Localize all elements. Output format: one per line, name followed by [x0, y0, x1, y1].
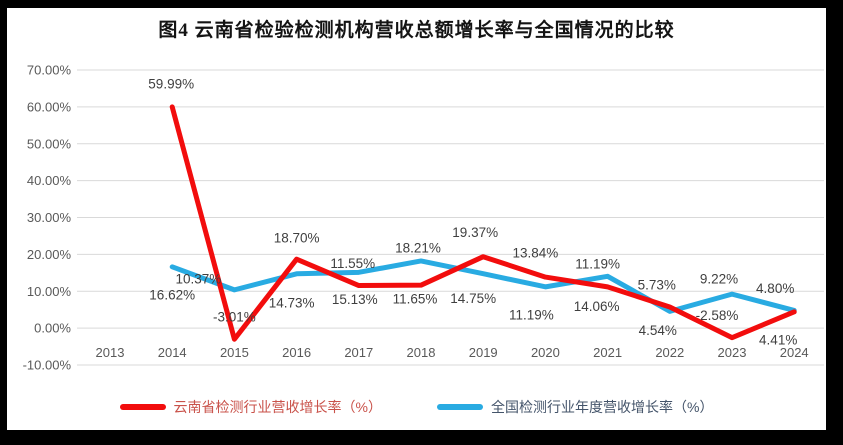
y-axis-tick-label: -10.00% [23, 358, 72, 373]
data-label-yunnan: 5.73% [638, 277, 676, 292]
y-axis-tick-label: 40.00% [27, 173, 72, 188]
data-label-national: 14.75% [450, 291, 496, 306]
series-line-yunnan [169, 104, 797, 342]
legend-label-yunnan: 云南省检测行业营收增长率（%） [173, 399, 382, 415]
y-axis-tick-label: 10.00% [27, 284, 72, 299]
chart-canvas: 图4 云南省检验检测机构营收总额增长率与全国情况的比较 70.00% 60.00%… [7, 8, 826, 430]
y-axis-tick-label: 60.00% [27, 99, 72, 114]
legend-item-national: 全国检测行业年度营收增长率（%） [437, 397, 713, 417]
data-label-national: 18.21% [395, 240, 441, 255]
x-axis-tick-label: 2022 [655, 345, 684, 360]
y-axis-tick-label: 0.00% [34, 321, 71, 336]
data-label-yunnan: 11.19% [575, 256, 620, 271]
data-label-national: 14.73% [269, 295, 315, 310]
national-series-swatch-icon [437, 404, 483, 410]
x-axis-tick-label: 2023 [718, 345, 747, 360]
x-axis-tick-label: 2019 [469, 345, 498, 360]
y-axis-tick-label: 30.00% [27, 210, 72, 225]
data-label-national: 14.06% [574, 299, 620, 314]
x-axis-tick-label: 2024 [780, 345, 809, 360]
data-label-national: 16.62% [149, 287, 195, 302]
data-label-yunnan: 18.70% [274, 231, 320, 246]
growth-rate-line-chart: 70.00% 60.00% 50.00% 40.00% 30.00% 20.00% 10.0… [23, 63, 824, 373]
data-label-yunnan: 11.65% [393, 292, 438, 307]
x-axis-tick-label: 2021 [593, 345, 622, 360]
data-label-national: 15.13% [332, 292, 378, 307]
data-label-yunnan: 13.84% [513, 246, 559, 261]
data-label-yunnan: 4.41% [759, 332, 797, 347]
y-axis-tick-label: 50.00% [27, 136, 72, 151]
x-axis-tick-label: 2016 [282, 345, 311, 360]
legend-item-yunnan: 云南省检测行业营收增长率（%） [119, 397, 382, 417]
data-label-national: 9.22% [700, 272, 738, 287]
data-label-yunnan: -2.58% [696, 308, 739, 323]
x-axis-tick-label: 2018 [407, 345, 436, 360]
data-label-yunnan: 11.55% [330, 256, 375, 271]
data-label-national: 11.19% [509, 307, 554, 322]
series-line-national [169, 258, 797, 314]
data-label-yunnan: 19.37% [452, 225, 498, 240]
data-label-national: 4.80% [756, 281, 794, 296]
x-axis-tick-label: 2017 [344, 345, 373, 360]
data-label-national: 4.54% [639, 323, 677, 338]
data-label-yunnan: 59.99% [148, 76, 194, 91]
chart-title: 图4 云南省检验检测机构营收总额增长率与全国情况的比较 [158, 20, 675, 41]
x-axis-tick-label: 2020 [531, 345, 560, 360]
chart-legend: 云南省检测行业营收增长率（%） 全国检测行业年度营收增长率（%） [7, 397, 826, 417]
legend-label-national: 全国检测行业年度营收增长率（%） [491, 399, 714, 415]
data-label-yunnan: -3.01% [213, 310, 256, 325]
yunnan-series-swatch-icon [119, 404, 166, 410]
y-axis-tick-label: 20.00% [27, 247, 72, 262]
x-axis-tick-label: 2015 [220, 345, 249, 360]
x-axis-tick-label: 2014 [158, 345, 187, 360]
y-axis-tick-label: 70.00% [27, 63, 72, 78]
data-label-national: 10.37% [176, 271, 222, 286]
x-axis-tick-label: 2013 [96, 345, 125, 360]
